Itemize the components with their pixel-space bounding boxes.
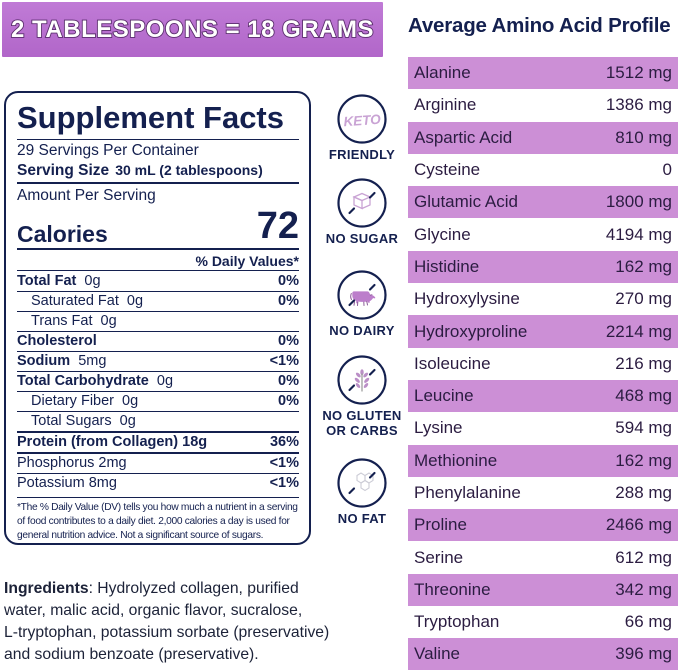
svg-text:KETO: KETO	[343, 112, 382, 130]
